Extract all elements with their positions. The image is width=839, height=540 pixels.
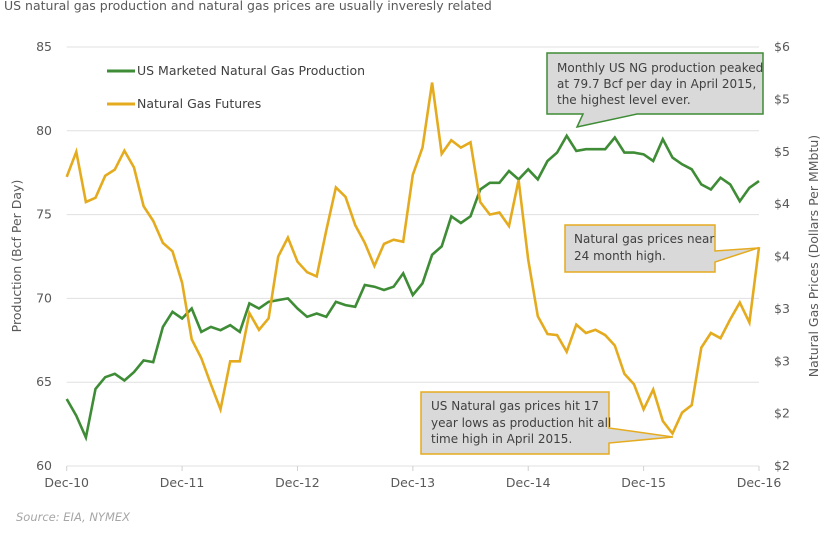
x-tick-label: Dec-12 (275, 475, 320, 490)
annotation-peak-production: Monthly US NG production peaked at 79.7 … (547, 53, 763, 127)
annotation-line: time high in April 2015. (431, 432, 572, 446)
source-note: Source: EIA, NYMEX (16, 510, 131, 524)
y2-tick-label: $6 (774, 39, 790, 54)
annotation-line: Natural gas prices near (574, 232, 714, 246)
x-axis-ticks: Dec-10 Dec-11 Dec-12 Dec-13 Dec-14 Dec-15 Dec-… (44, 466, 781, 490)
y-tick-label: 60 (36, 458, 52, 473)
x-tick-label: Dec-15 (621, 475, 666, 490)
legend-label-production: US Marketed Natural Gas Production (137, 63, 365, 78)
annotation-line: US Natural gas prices hit 17 (431, 399, 599, 413)
y2-tick-label: $4 (774, 249, 790, 264)
x-tick-label: Dec-16 (737, 475, 782, 490)
y2-tick-label: $2 (774, 458, 790, 473)
annotation-line: the highest level ever. (557, 93, 691, 107)
annotation-17-year-lows: US Natural gas prices hit 17 year lows a… (421, 392, 673, 454)
legend-label-futures: Natural Gas Futures (137, 96, 261, 111)
annotation-line: 24 month high. (574, 249, 666, 263)
y2-tick-label: $3 (774, 353, 790, 368)
chart-title: US natural gas production and natural ga… (4, 0, 492, 13)
right-axis-ticks: $2 $2 $3 $3 $4 $4 $5 $5 $6 (774, 39, 790, 473)
x-tick-label: Dec-14 (506, 475, 551, 490)
y-axis-label: Production (Bcf Per Day) (9, 180, 24, 333)
y2-tick-label: $5 (774, 144, 790, 159)
left-axis-ticks: 60 65 70 75 80 85 (36, 39, 52, 473)
annotation-line: at 79.7 Bcf per day in April 2015, (557, 77, 756, 91)
annotation-24-month-high: Natural gas prices near 24 month high. (565, 225, 758, 272)
y-tick-label: 75 (36, 207, 52, 222)
y-tick-label: 85 (36, 39, 52, 54)
y2-tick-label: $5 (774, 91, 790, 106)
y2-tick-label: $3 (774, 301, 790, 316)
y2-axis-label: Natural Gas Prices (Dollars Per MMbtu) (806, 135, 821, 377)
y2-tick-label: $4 (774, 196, 790, 211)
x-tick-label: Dec-10 (44, 475, 89, 490)
y2-tick-label: $2 (774, 406, 790, 421)
y-tick-label: 65 (36, 374, 52, 389)
x-tick-label: Dec-13 (391, 475, 436, 490)
y-tick-label: 80 (36, 123, 52, 138)
y-tick-label: 70 (36, 290, 52, 305)
legend: US Marketed Natural Gas Production Natur… (107, 63, 365, 111)
annotation-line: Monthly US NG production peaked (557, 61, 763, 75)
annotation-line: year lows as production hit all (431, 416, 611, 430)
x-tick-label: Dec-11 (160, 475, 205, 490)
